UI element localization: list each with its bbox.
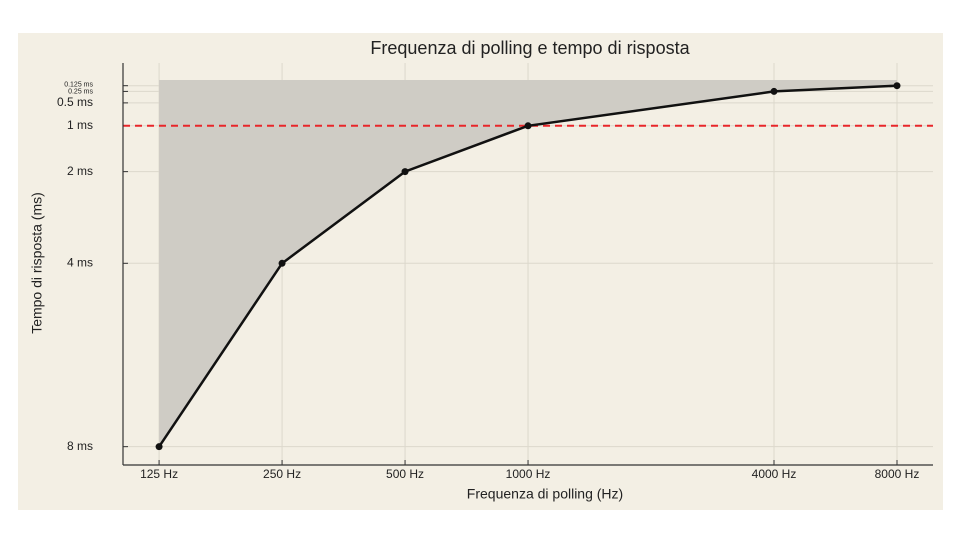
y-tick-label: 2 ms bbox=[67, 164, 93, 178]
point bbox=[893, 82, 901, 90]
x-tick-label: 8000 Hz bbox=[875, 467, 920, 481]
point bbox=[401, 168, 409, 176]
y-tick-label: 4 ms bbox=[67, 255, 93, 269]
point bbox=[278, 259, 286, 267]
x-tick-label: 500 Hz bbox=[386, 467, 424, 481]
y-tick-label: 8 ms bbox=[67, 439, 93, 453]
chart-title: Frequenza di polling e tempo di risposta bbox=[370, 38, 690, 58]
y-tick-label: 0.125 ms bbox=[64, 82, 93, 89]
x-tick-label: 250 Hz bbox=[263, 467, 301, 481]
x-tick-label: 1000 Hz bbox=[506, 467, 551, 481]
y-tick-label: 1 ms bbox=[67, 118, 93, 132]
point bbox=[155, 443, 163, 451]
point bbox=[524, 122, 532, 130]
line bbox=[158, 84, 898, 448]
area bbox=[159, 79, 897, 447]
y-tick-label: 0.25 ms bbox=[68, 88, 93, 95]
x-tick-label: 4000 Hz bbox=[752, 467, 797, 481]
y-axis-label: Tempo di risposta (ms) bbox=[29, 192, 45, 334]
x-axis-label: Frequenza di polling (Hz) bbox=[467, 486, 623, 502]
y-tick-label: 0.5 ms bbox=[57, 95, 93, 109]
plot bbox=[123, 79, 933, 451]
x-tick-label: 125 Hz bbox=[140, 467, 178, 481]
point bbox=[770, 87, 778, 95]
